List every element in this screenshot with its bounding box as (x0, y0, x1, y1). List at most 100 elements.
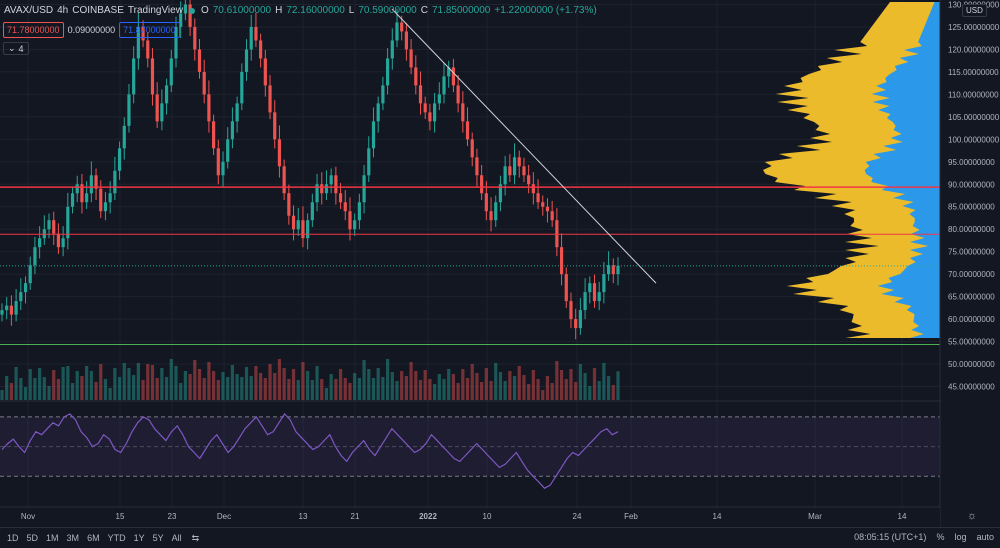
candle (338, 193, 343, 203)
bid-button[interactable]: 71.78000000 (3, 22, 64, 38)
candle (489, 211, 493, 221)
volume-bar (306, 371, 310, 400)
candle (362, 175, 366, 203)
volume-bar (348, 383, 352, 400)
candle (555, 220, 559, 248)
volume-bar (508, 371, 512, 400)
volume-bar (376, 368, 380, 400)
volume-bar (155, 378, 159, 400)
interval[interactable]: 4h (57, 5, 69, 16)
time-tick-label: 14 (898, 512, 907, 521)
volume-bar (23, 387, 28, 400)
range-5d[interactable]: 5D (26, 533, 39, 543)
range-all[interactable]: All (171, 533, 182, 543)
volume-bar (287, 379, 291, 400)
candle (442, 76, 446, 95)
volume-bar (160, 368, 164, 400)
range-5y[interactable]: 5Y (152, 533, 164, 543)
clock-display[interactable]: 08:05:15 (UTC+1) (854, 532, 927, 542)
candle (480, 175, 484, 194)
candle (216, 148, 220, 176)
volume-bar (296, 380, 300, 400)
time-tick-label: Mar (808, 512, 822, 521)
candle (367, 148, 371, 176)
range-ytd[interactable]: YTD (107, 533, 126, 543)
volume-bar (193, 360, 197, 400)
candle (423, 103, 427, 113)
volume-bar (310, 380, 314, 400)
indicators-toggle[interactable]: ⌄ 4 (3, 42, 29, 55)
candle (400, 22, 404, 32)
candle (136, 26, 140, 59)
range-6m[interactable]: 6M (87, 533, 100, 543)
percent-toggle[interactable]: % (936, 532, 945, 542)
range-1d[interactable]: 1D (7, 533, 19, 543)
price-axis[interactable]: 130.00000000125.00000000120.00000000115.… (939, 0, 1000, 527)
candle (527, 175, 531, 185)
volume-bar (531, 370, 535, 400)
candle (456, 85, 460, 104)
volume-bar (56, 379, 61, 400)
candle (197, 49, 202, 72)
volume-bar (89, 371, 93, 400)
range-3m[interactable]: 3M (66, 533, 80, 543)
volume-bar (301, 362, 305, 400)
candle (56, 233, 61, 248)
candle (132, 58, 136, 95)
price-tick-label: 60.00000000 (948, 315, 995, 324)
symbol-name[interactable]: AVAX/USD (4, 5, 54, 16)
volume-bar (597, 381, 601, 400)
volume-bar (127, 368, 131, 400)
candle (164, 85, 169, 104)
time-axis[interactable]: Nov 15 23 Dec 13 21 2022 10 24 Feb 14 Mar 14 (0, 506, 940, 527)
volume-bar (19, 378, 23, 400)
candle (306, 220, 310, 239)
range-1m[interactable]: 1M (46, 533, 59, 543)
volume-bars (0, 359, 620, 400)
candle (193, 26, 197, 50)
volume-bar (602, 363, 606, 400)
candle (230, 121, 235, 140)
currency-button[interactable]: USD (962, 4, 987, 17)
volume-bar (423, 370, 427, 400)
range-1y[interactable]: 1Y (133, 533, 145, 543)
volume-bar (117, 377, 122, 400)
volume-bar (320, 379, 324, 400)
log-toggle[interactable]: log (954, 532, 967, 542)
candle (179, 13, 183, 27)
volume-bar (28, 369, 32, 400)
close-value: 71.85000000 (431, 5, 491, 16)
candle (66, 206, 70, 239)
volume-bar (113, 368, 117, 400)
date-range-icon[interactable]: ⇆ (191, 532, 200, 543)
open-label: O (200, 5, 209, 16)
candle (531, 184, 535, 194)
volume-bar (5, 376, 9, 400)
volume-bar (583, 373, 587, 400)
candle (578, 310, 582, 329)
candle (353, 220, 357, 230)
auto-toggle[interactable]: auto (976, 532, 994, 542)
candle (503, 166, 507, 185)
spread-value: 0.09000000 (67, 25, 116, 35)
settings-gear-icon[interactable]: ☼ (967, 510, 978, 522)
candle (146, 40, 150, 59)
ask-button[interactable]: 71.87000000 (119, 22, 180, 38)
volume-bar (461, 369, 465, 400)
time-tick-label: 13 (299, 512, 308, 521)
volume-bar (385, 359, 390, 400)
volume-bar (80, 376, 84, 400)
volume-bar (66, 366, 70, 400)
low-value: 70.59000000 (358, 5, 417, 16)
volume-bar (99, 364, 103, 400)
candle (259, 40, 263, 59)
candle (296, 220, 300, 230)
price-tick-label: 125.00000000 (948, 23, 1000, 32)
volume-bar (47, 386, 51, 400)
volume-bar (517, 366, 521, 400)
rsi-pane: 60.0040.0020.00 (0, 400, 1000, 496)
trendline[interactable] (391, 8, 657, 284)
candle (447, 67, 451, 77)
source-name: TradingView (127, 5, 183, 16)
